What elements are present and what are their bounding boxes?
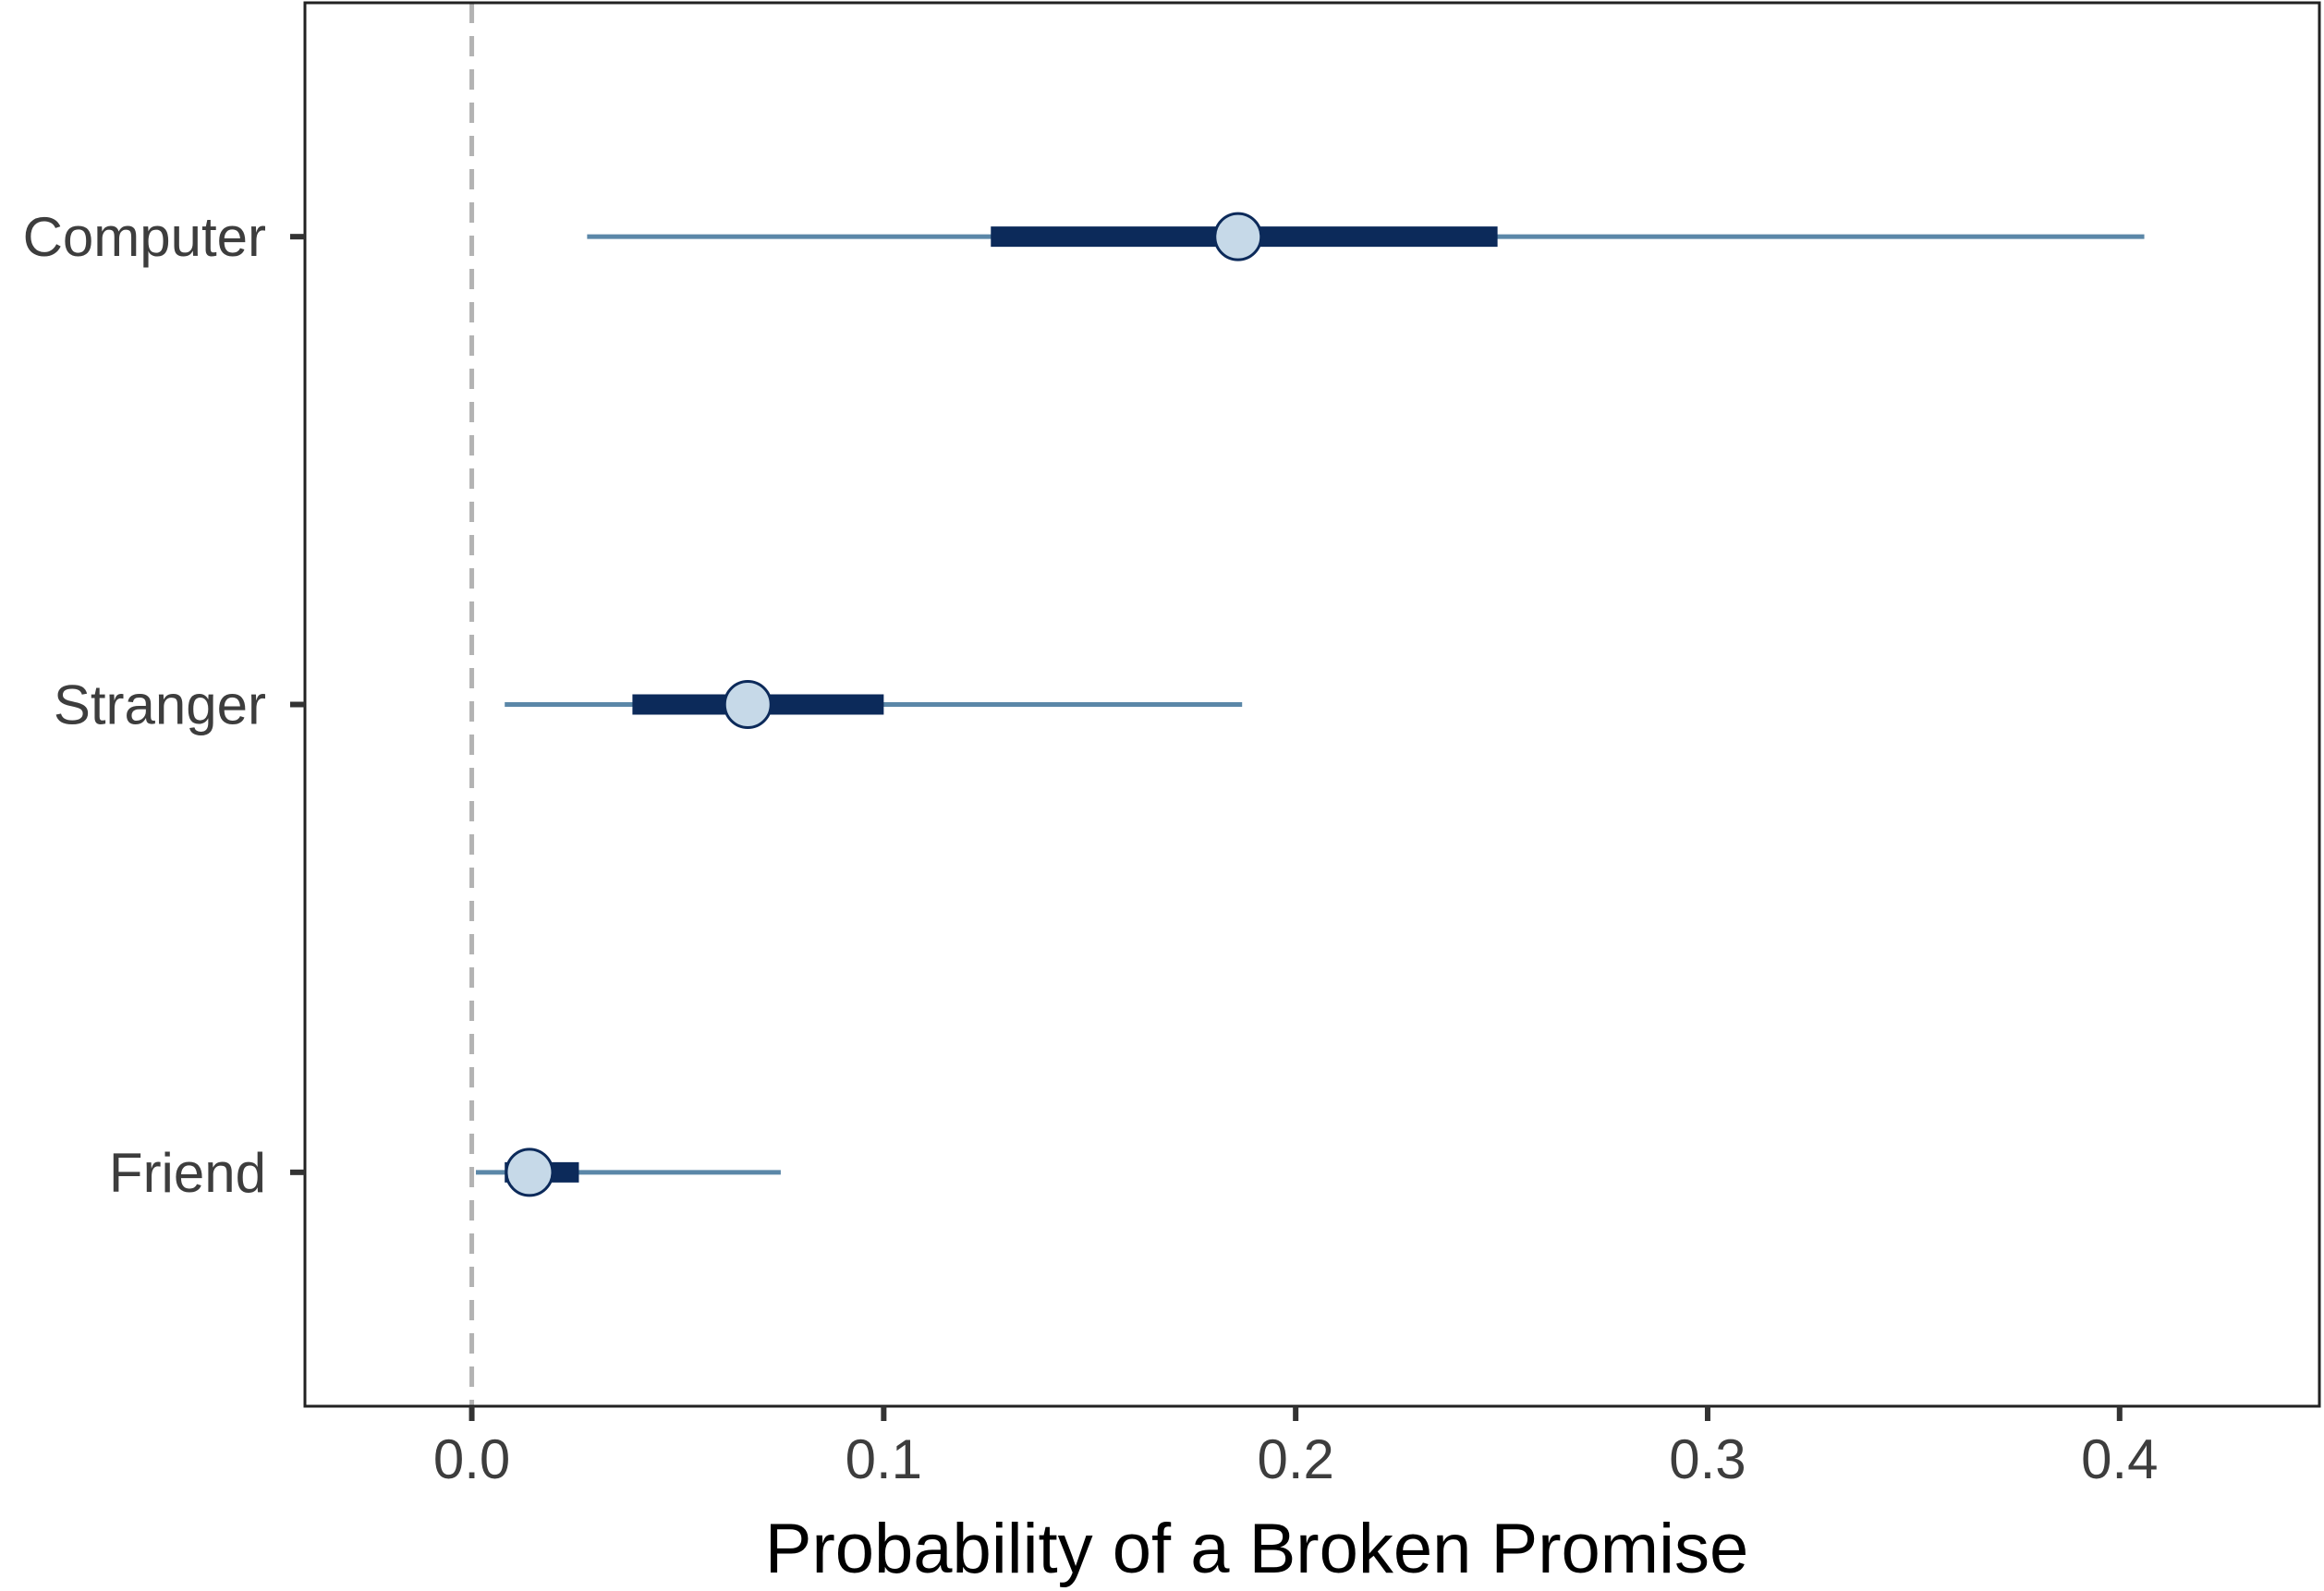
y-tick-label-stranger: Stranger xyxy=(54,674,266,736)
point-estimate-computer xyxy=(1213,212,1263,261)
point-estimate-stranger xyxy=(723,680,773,729)
x-tick-label: 0.1 xyxy=(846,1428,922,1490)
y-tick-label-friend: Friend xyxy=(109,1142,266,1204)
x-axis-title: Probability of a Broken Promise xyxy=(765,1510,1748,1588)
x-tick-label: 0.0 xyxy=(433,1428,510,1490)
interval-layer xyxy=(476,212,2145,1197)
x-tick-label: 0.2 xyxy=(1257,1428,1333,1490)
x-tick-label: 0.3 xyxy=(1669,1428,1746,1490)
y-tick-label-computer: Computer xyxy=(23,206,266,268)
point-estimate-friend xyxy=(505,1148,554,1197)
y-axis: Computer Stranger Friend xyxy=(23,206,305,1204)
x-tick-label: 0.4 xyxy=(2081,1428,2158,1490)
x-axis: 0.0 0.1 0.2 0.3 0.4 xyxy=(433,1406,2158,1490)
